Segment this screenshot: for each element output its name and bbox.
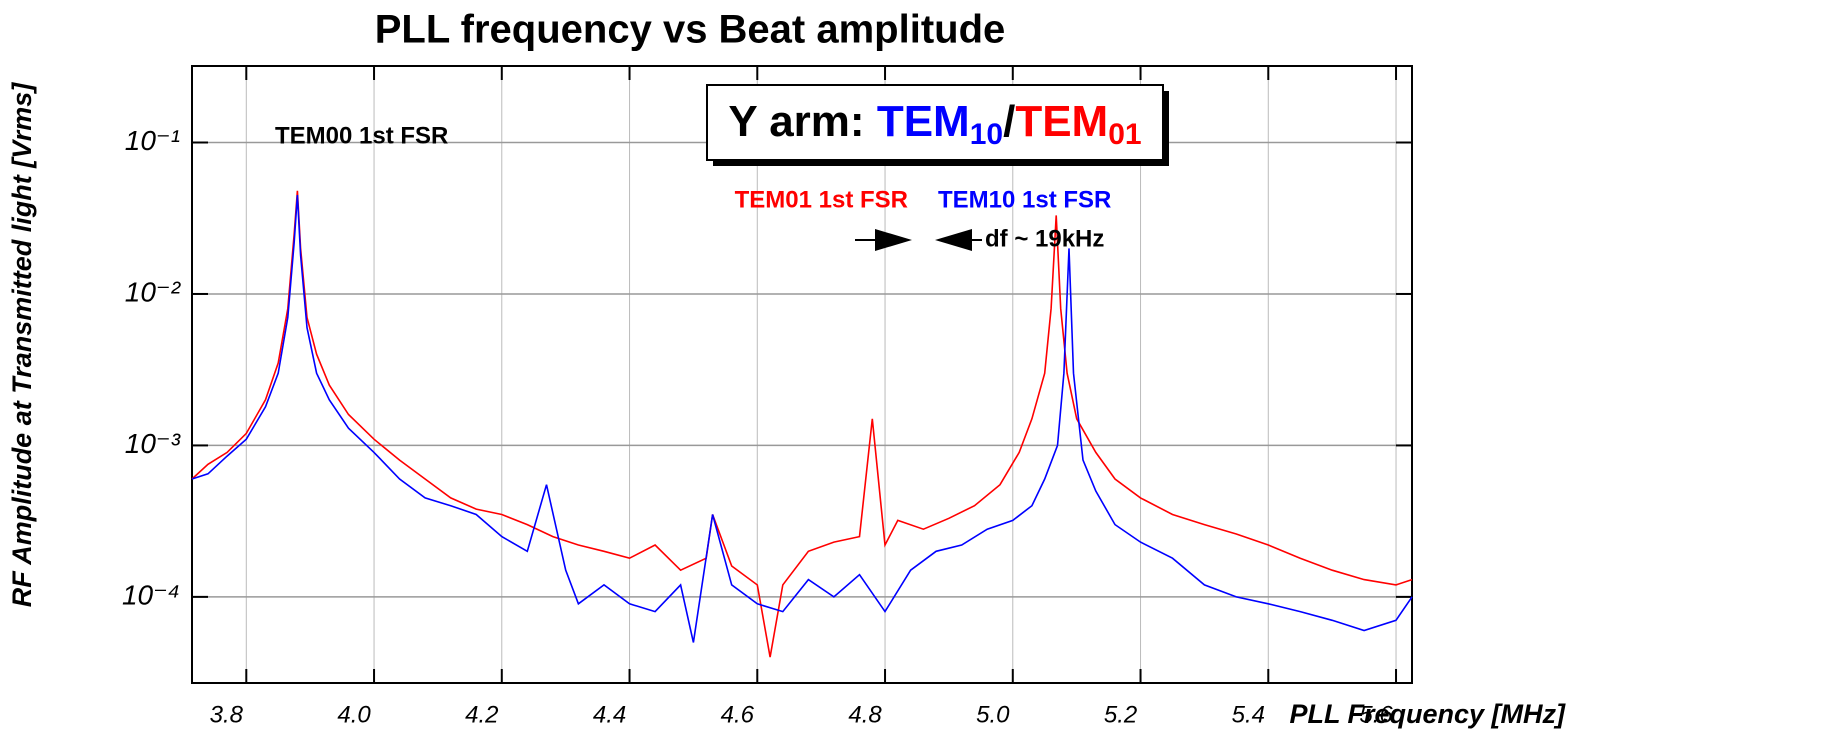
plot-frame [191, 65, 1413, 684]
annotation: df ~ 19kHz [985, 225, 1104, 252]
legend-blue: TEM [877, 97, 970, 146]
legend-prefix: Y arm: [728, 97, 864, 146]
series-line [191, 194, 1413, 643]
x-axis-label: PLL Frequency [MHz] [1289, 699, 1566, 729]
arrow-head [935, 229, 972, 251]
y-tick-label: 10⁻¹ [125, 125, 180, 156]
legend-red: TEM [1015, 97, 1108, 146]
legend-sep: / [1003, 97, 1015, 146]
annotation: TEM01 1st FSR [735, 186, 908, 213]
y-tick-label: 10⁻⁴ [122, 579, 180, 610]
legend-box [706, 84, 1164, 161]
plot-background [192, 66, 1412, 683]
x-tick-label: 3.8 [210, 701, 244, 728]
x-tick-label: 5.4 [1232, 701, 1265, 728]
x-tick-label: 5.6 [1359, 701, 1393, 728]
annotation: TEM10 1st FSR [938, 186, 1111, 213]
legend-red-sub: 01 [1108, 118, 1141, 151]
x-tick-label: 4.4 [593, 701, 626, 728]
x-tick-label: 4.6 [721, 701, 755, 728]
plot-area: 3.8 4.0 4.2 4.4 4.6 4.8 5.0 5.2 5.4 5.6 10⁻¹ 10⁻² 10… [122, 65, 1413, 728]
arrow-head [875, 229, 912, 251]
y-tick-label: 10⁻² [125, 276, 182, 307]
legend-blue-sub: 10 [970, 118, 1003, 151]
x-tick-label: 4.2 [465, 701, 498, 728]
x-tick-label: 4.0 [337, 701, 371, 728]
annotation: TEM00 1st FSR [275, 122, 448, 149]
x-tick-label: 4.8 [848, 701, 882, 728]
chart-title: PLL frequency vs Beat amplitude [375, 8, 1006, 52]
series-line [191, 190, 1413, 658]
y-axis-label: RF Amplitude at Transmitted light [Vrms] [7, 82, 37, 608]
x-tick-label: 5.2 [1104, 701, 1137, 728]
y-tick-label: 10⁻³ [125, 428, 181, 459]
x-tick-label: 5.0 [976, 701, 1010, 728]
legend: Y arm: TEM10/TEM01 [728, 97, 1141, 151]
